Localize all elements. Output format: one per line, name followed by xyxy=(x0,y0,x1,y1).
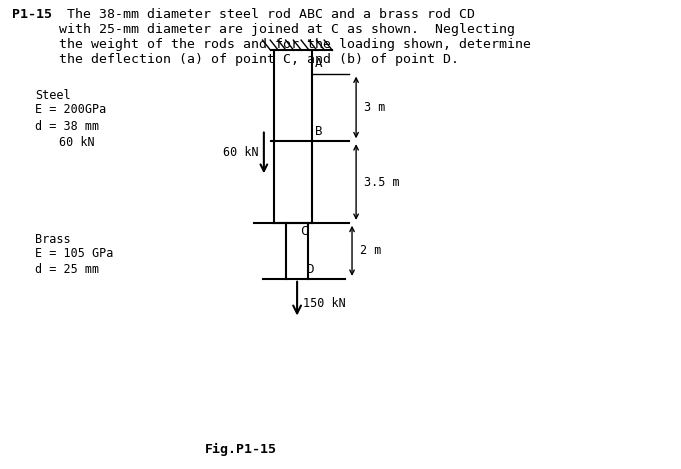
Text: D: D xyxy=(306,263,314,276)
Text: Fig.P1-15: Fig.P1-15 xyxy=(205,443,277,456)
Text: d = 25 mm: d = 25 mm xyxy=(35,263,99,276)
Text: E = 105 GPa: E = 105 GPa xyxy=(35,247,114,260)
Text: 3 m: 3 m xyxy=(364,101,385,114)
Text: Steel: Steel xyxy=(35,89,71,102)
Text: C: C xyxy=(300,225,307,238)
Text: E = 200GPa: E = 200GPa xyxy=(35,103,106,116)
Text: 2 m: 2 m xyxy=(360,244,381,257)
Text: 3.5 m: 3.5 m xyxy=(364,175,400,189)
Text: The 38-mm diameter steel rod ABC and a brass rod CD
with 25-mm diameter are join: The 38-mm diameter steel rod ABC and a b… xyxy=(59,8,531,67)
Text: d = 38 mm: d = 38 mm xyxy=(35,120,99,133)
Text: 150 kN: 150 kN xyxy=(302,297,345,310)
Text: 60 kN: 60 kN xyxy=(223,146,258,159)
Text: B: B xyxy=(315,125,322,137)
Text: Brass: Brass xyxy=(35,233,71,246)
Text: P1-15: P1-15 xyxy=(12,8,52,22)
Text: A: A xyxy=(315,57,322,70)
Text: 60 kN: 60 kN xyxy=(59,136,95,149)
